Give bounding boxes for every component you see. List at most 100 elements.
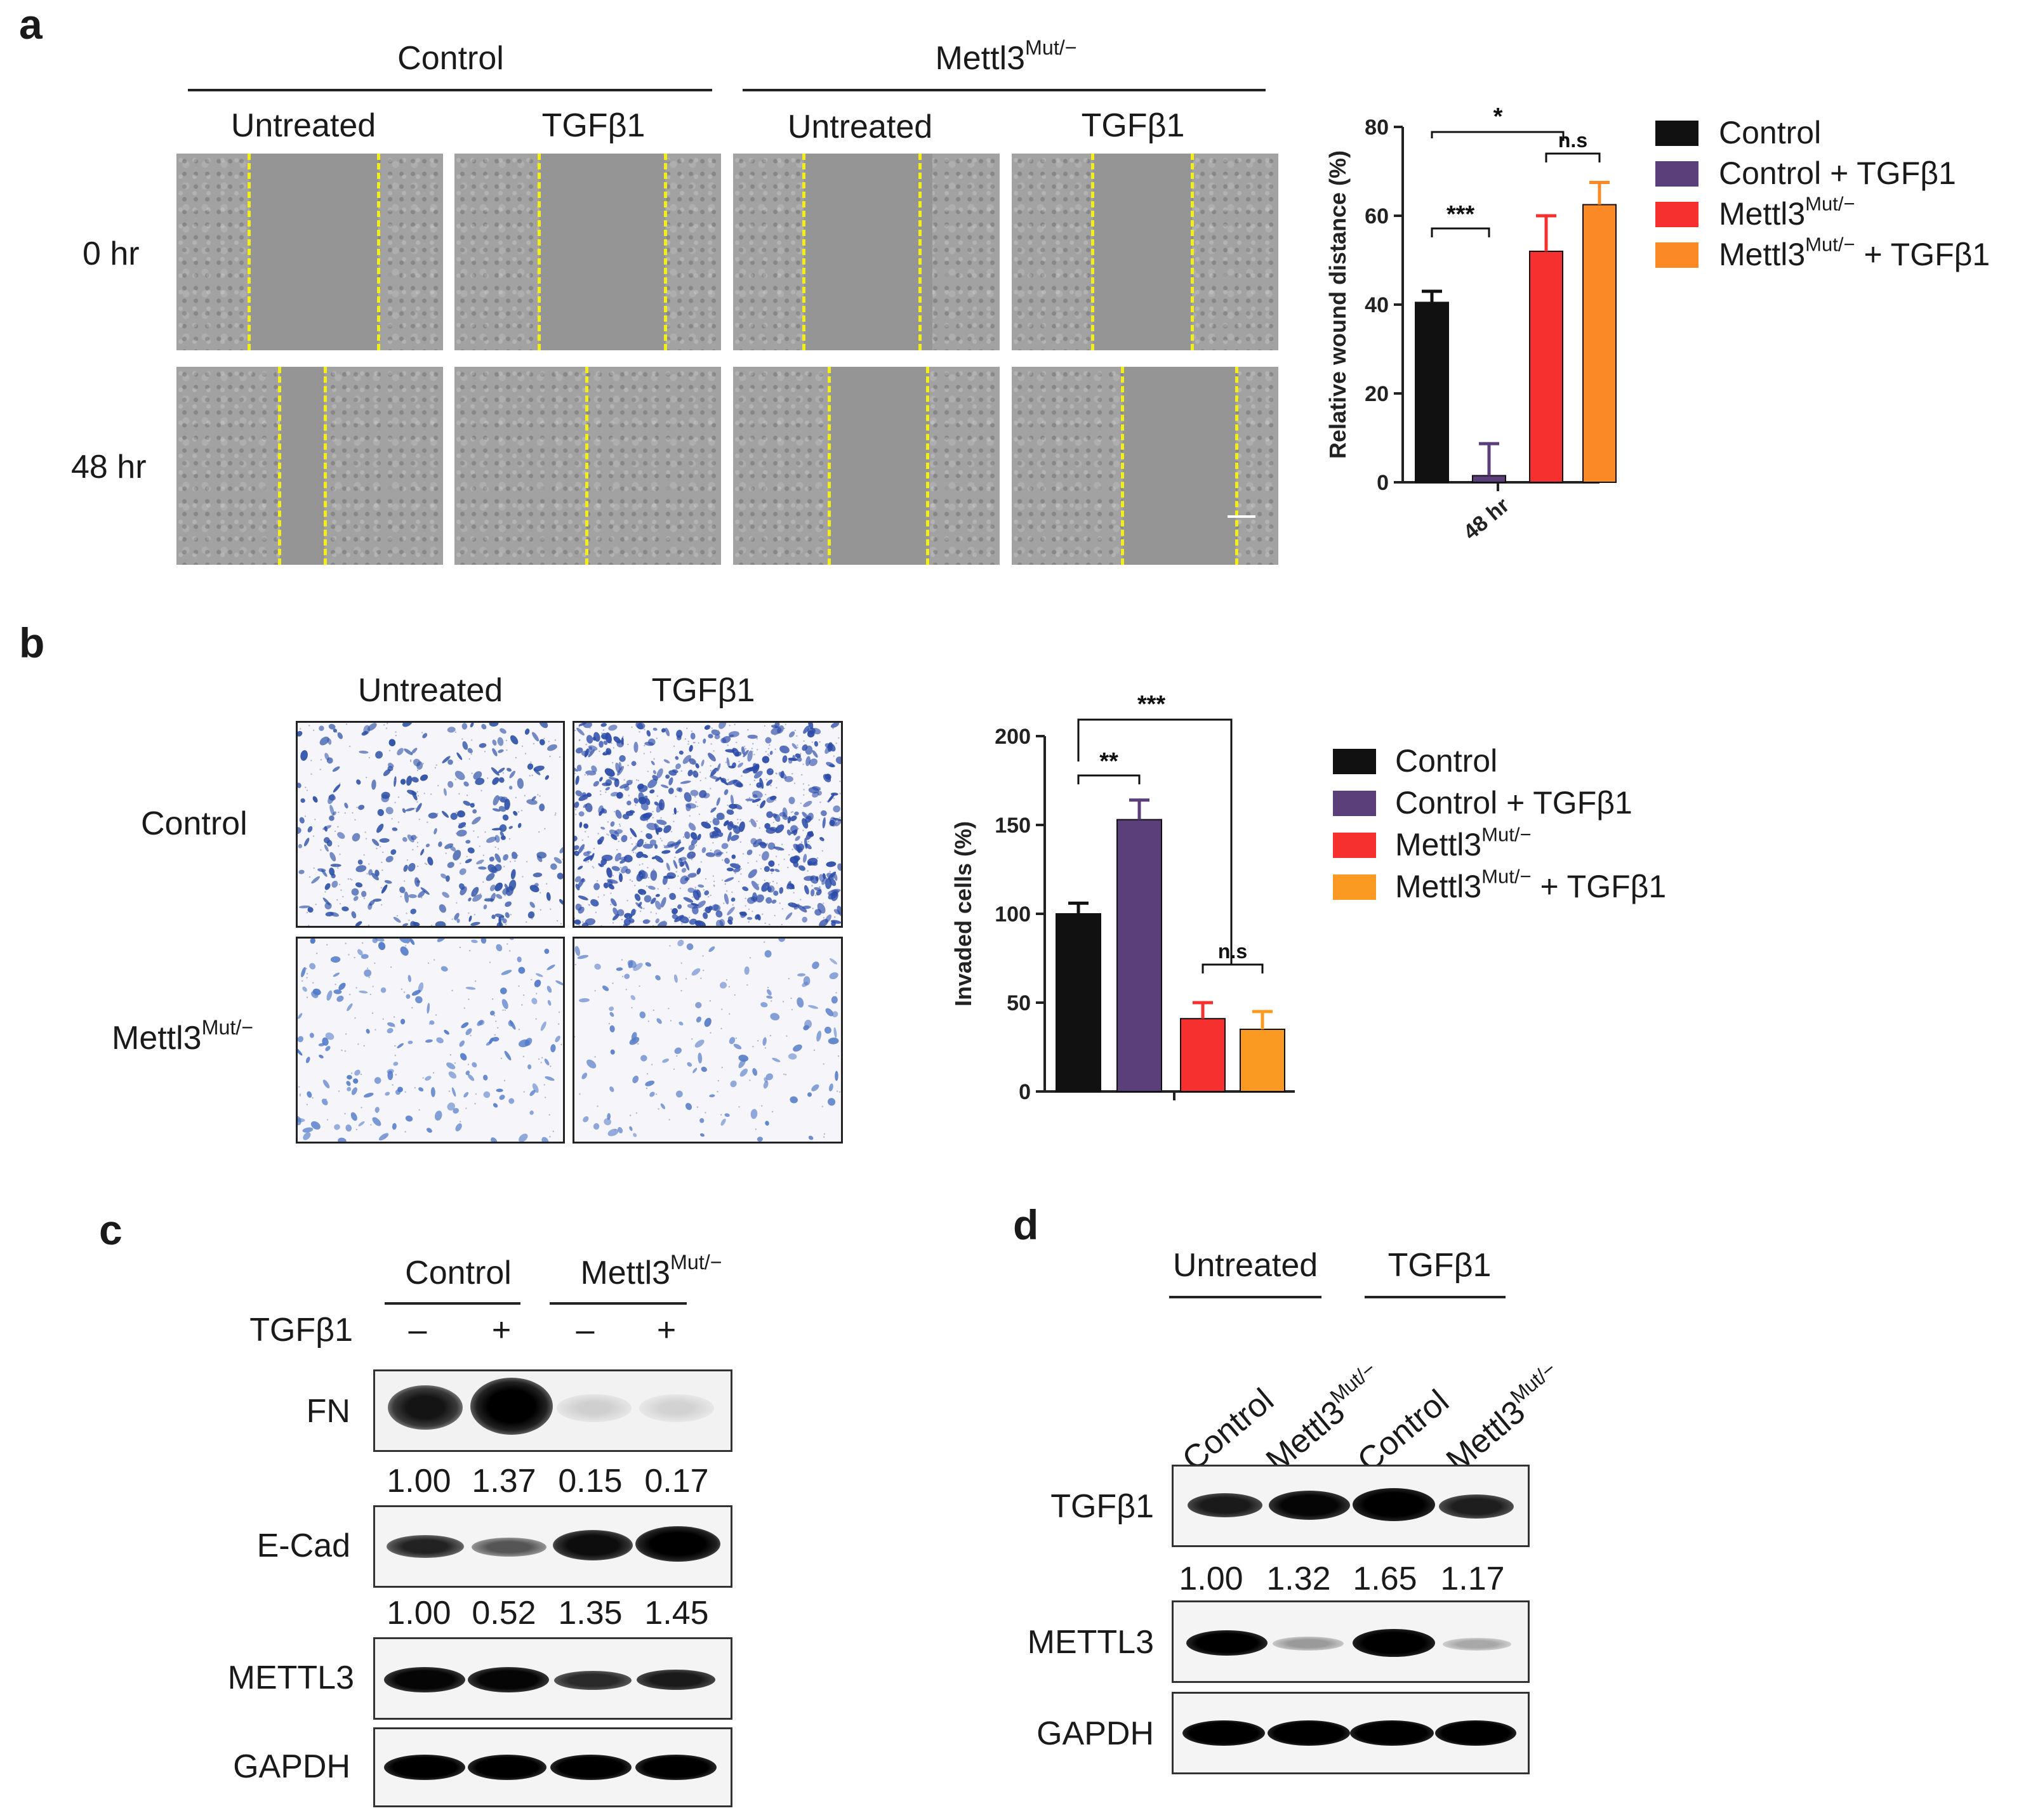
- quant-value: 0.17: [644, 1463, 709, 1500]
- group-header-mettl3: Mettl3Mut/−: [580, 1250, 722, 1291]
- significance-bracket: **: [1077, 748, 1141, 784]
- legend-swatch: [1655, 242, 1698, 268]
- significance-label: ***: [1447, 201, 1475, 228]
- bar: [1180, 1018, 1226, 1093]
- bar: [1529, 251, 1563, 483]
- column-label: Untreated: [357, 672, 503, 709]
- legend-swatch: [1333, 791, 1376, 816]
- quant-value: 1.00: [387, 1463, 451, 1500]
- group-underline: [550, 1302, 687, 1305]
- significance-bracket: ***: [1431, 201, 1490, 237]
- group-header-mettl3: Mettl3Mut/−: [935, 36, 1077, 77]
- significance-bracket: *: [1431, 103, 1565, 141]
- y-tick-label: 200: [995, 725, 1031, 749]
- significance-label: *: [1493, 103, 1503, 130]
- significance-bracket: ***: [1077, 691, 1233, 965]
- quant-value: 1.45: [644, 1595, 709, 1632]
- legend-swatch: [1333, 749, 1376, 774]
- treatment-mark: +: [656, 1312, 677, 1349]
- column-label: TGFβ1: [541, 107, 646, 144]
- wound-micrograph: [733, 154, 1000, 350]
- significance-label: ***: [1137, 691, 1166, 718]
- western-blot-tgfb1: [1172, 1465, 1530, 1547]
- treatment-label: TGFβ1: [249, 1312, 353, 1349]
- western-blot-mettl3: [373, 1637, 732, 1720]
- bar: [1056, 913, 1101, 1092]
- group-underline: [188, 89, 712, 91]
- western-blot-gapdh: [373, 1727, 732, 1807]
- blot-label: GAPDH: [233, 1748, 350, 1785]
- column-label: TGFβ1: [651, 672, 755, 709]
- y-tick-label: 0: [1377, 471, 1389, 495]
- significance-label: n.s: [1218, 940, 1247, 963]
- legend-swatch: [1333, 833, 1376, 858]
- blot-label: METTL3: [1027, 1624, 1154, 1661]
- panel-letter-b: b: [19, 619, 45, 666]
- group-header-control: Control: [405, 1255, 512, 1291]
- x-tick-label: 48 hr: [1459, 493, 1514, 544]
- legend-label: Mettl3Mut/− + TGFβ1: [1395, 865, 1667, 904]
- y-axis-label: Relative wound distance (%): [1325, 150, 1351, 459]
- treatment-mark: –: [408, 1312, 427, 1349]
- y-tick-label: 50: [1007, 991, 1031, 1015]
- transwell-image: [296, 721, 565, 928]
- quant-value: 1.00: [387, 1595, 451, 1632]
- y-axis-label: Invaded cells (%): [950, 821, 976, 1006]
- blot-label: TGFβ1: [1050, 1488, 1154, 1525]
- wound-micrograph: [176, 367, 443, 565]
- group-underline: [385, 1302, 520, 1305]
- bar: [1240, 1029, 1285, 1092]
- significance-label: **: [1099, 748, 1118, 775]
- row-label: 0 hr: [83, 235, 140, 272]
- quant-value: 1.37: [472, 1463, 536, 1500]
- legend-swatch: [1655, 121, 1698, 146]
- group-header-control: Control: [397, 40, 504, 77]
- panel-letter-d: d: [1013, 1201, 1039, 1248]
- panel-letter-c: c: [99, 1206, 122, 1253]
- significance-bracket: n.s: [1545, 129, 1601, 162]
- treatment-mark: +: [491, 1312, 512, 1349]
- bar: [1472, 475, 1506, 483]
- group-header-tgfb1: TGFβ1: [1387, 1247, 1492, 1284]
- wound-micrograph: [733, 367, 1000, 565]
- row-label: Control: [141, 805, 248, 842]
- wound-micrograph: [176, 154, 443, 350]
- y-tick-label: 60: [1365, 204, 1389, 228]
- blot-label: E-Cad: [256, 1527, 350, 1564]
- legend-label: Mettl3Mut/− + TGFβ1: [1719, 233, 1990, 272]
- transwell-image: [573, 721, 843, 928]
- legend-swatch: [1655, 202, 1698, 227]
- legend-label: Control + TGFβ1: [1719, 155, 1956, 191]
- y-tick-label: 20: [1365, 382, 1389, 406]
- chart-wound-distance: 0 20 40 60 80 Relative wound distance (%) 48 h…: [1325, 103, 1617, 544]
- western-blot-gapdh: [1172, 1692, 1530, 1774]
- row-label: 48 hr: [71, 449, 147, 485]
- column-label: Untreated: [787, 109, 933, 145]
- quant-value: 1.17: [1440, 1560, 1505, 1597]
- legend-label: Control + TGFβ1: [1395, 785, 1632, 821]
- panel-letter-a: a: [19, 1, 43, 48]
- legend-label: Control: [1719, 115, 1822, 150]
- legend-label: Mettl3Mut/−: [1719, 192, 1855, 232]
- lane-label: Mettl3Mut/−: [1440, 1357, 1561, 1480]
- wound-micrograph: [1012, 367, 1278, 565]
- western-blot-mettl3: [1172, 1600, 1530, 1683]
- legend-swatch: [1333, 874, 1376, 900]
- group-underline: [743, 89, 1266, 91]
- group-underline: [1169, 1296, 1321, 1298]
- group-header-untreated: Untreated: [1172, 1247, 1318, 1284]
- transwell-image: [573, 937, 843, 1144]
- bar: [1415, 301, 1449, 483]
- y-tick-label: 100: [995, 902, 1031, 926]
- wound-micrograph: [1012, 154, 1278, 350]
- blot-label: METTL3: [227, 1659, 354, 1696]
- legend-swatch: [1655, 161, 1698, 187]
- significance-bracket: n.s: [1202, 940, 1264, 973]
- blot-label: FN: [306, 1393, 350, 1430]
- y-tick-label: 80: [1365, 115, 1389, 140]
- wound-micrograph: [454, 154, 721, 350]
- quant-value: 0.52: [472, 1595, 536, 1632]
- y-tick-label: 40: [1365, 293, 1389, 317]
- western-blot-fn: [373, 1369, 732, 1452]
